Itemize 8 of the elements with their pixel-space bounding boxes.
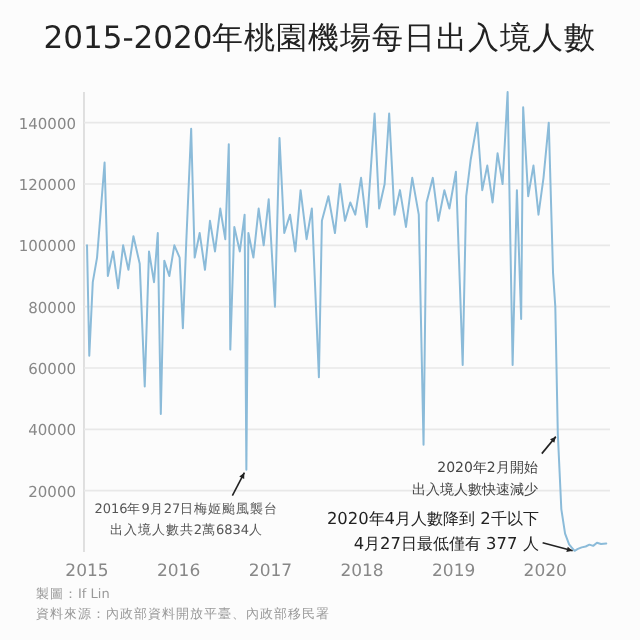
- x-tick-label: 2020: [523, 562, 567, 582]
- x-tick-label: 2016: [156, 562, 201, 582]
- annotation: 2020年4月人數降到 2千以下4月27日最低僅有 377 人: [326, 508, 539, 553]
- x-tick-label: 2017: [248, 562, 293, 582]
- x-tick-label: 2015: [65, 562, 109, 582]
- x-tick-label: 2019: [432, 562, 476, 582]
- chart-title: 2015-2020年桃園機場每日出入境人數: [43, 20, 597, 56]
- x-tick-label: 2018: [340, 562, 384, 582]
